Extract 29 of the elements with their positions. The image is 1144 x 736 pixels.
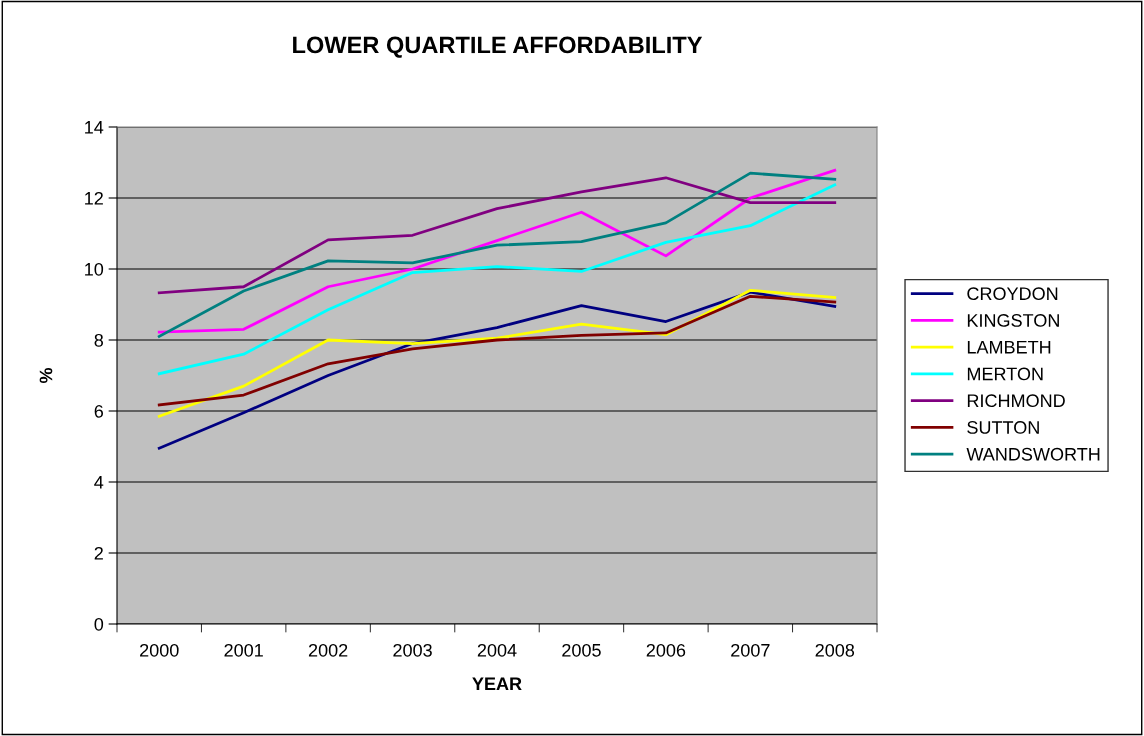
x-tick-label: 2000	[140, 643, 179, 657]
legend-label: LAMBETH	[967, 340, 1051, 354]
legend-label: RICHMOND	[967, 394, 1065, 408]
x-tick-label: 2008	[815, 643, 855, 657]
y-tick-label: 10	[85, 262, 104, 276]
y-tick-label: 14	[85, 121, 104, 134]
y-tick-label: 0	[94, 617, 104, 631]
x-tick-label: 2005	[562, 643, 601, 657]
line-series	[157, 176, 837, 295]
y-tick-label: 12	[85, 191, 103, 205]
x-tick-label: 2001	[224, 643, 263, 657]
legend-label: CROYDON	[967, 287, 1058, 301]
x-tick-label: 2007	[731, 643, 770, 657]
legend-label: WANDSWORTH	[966, 447, 1100, 461]
y-tick-label: 6	[94, 404, 104, 418]
x-tick-label: 2002	[308, 643, 348, 657]
y-tick-label: 2	[94, 546, 103, 560]
legend-label: MERTON	[967, 367, 1043, 381]
y-axis-title: %	[39, 367, 53, 384]
legend-label: SUTTON	[967, 421, 1039, 434]
x-tick-label: 2006	[646, 643, 686, 657]
chart-title: LOWER QUARTILE AFFORDABILITY	[293, 36, 703, 58]
x-tick-label: 2003	[393, 643, 432, 657]
x-axis-title: YEAR	[472, 677, 522, 691]
legend-label: KINGSTON	[967, 314, 1059, 327]
line-series	[157, 183, 837, 376]
y-tick-label: 8	[94, 333, 104, 347]
y-tick-label: 4	[94, 476, 104, 489]
x-tick-label: 2004	[477, 643, 517, 657]
